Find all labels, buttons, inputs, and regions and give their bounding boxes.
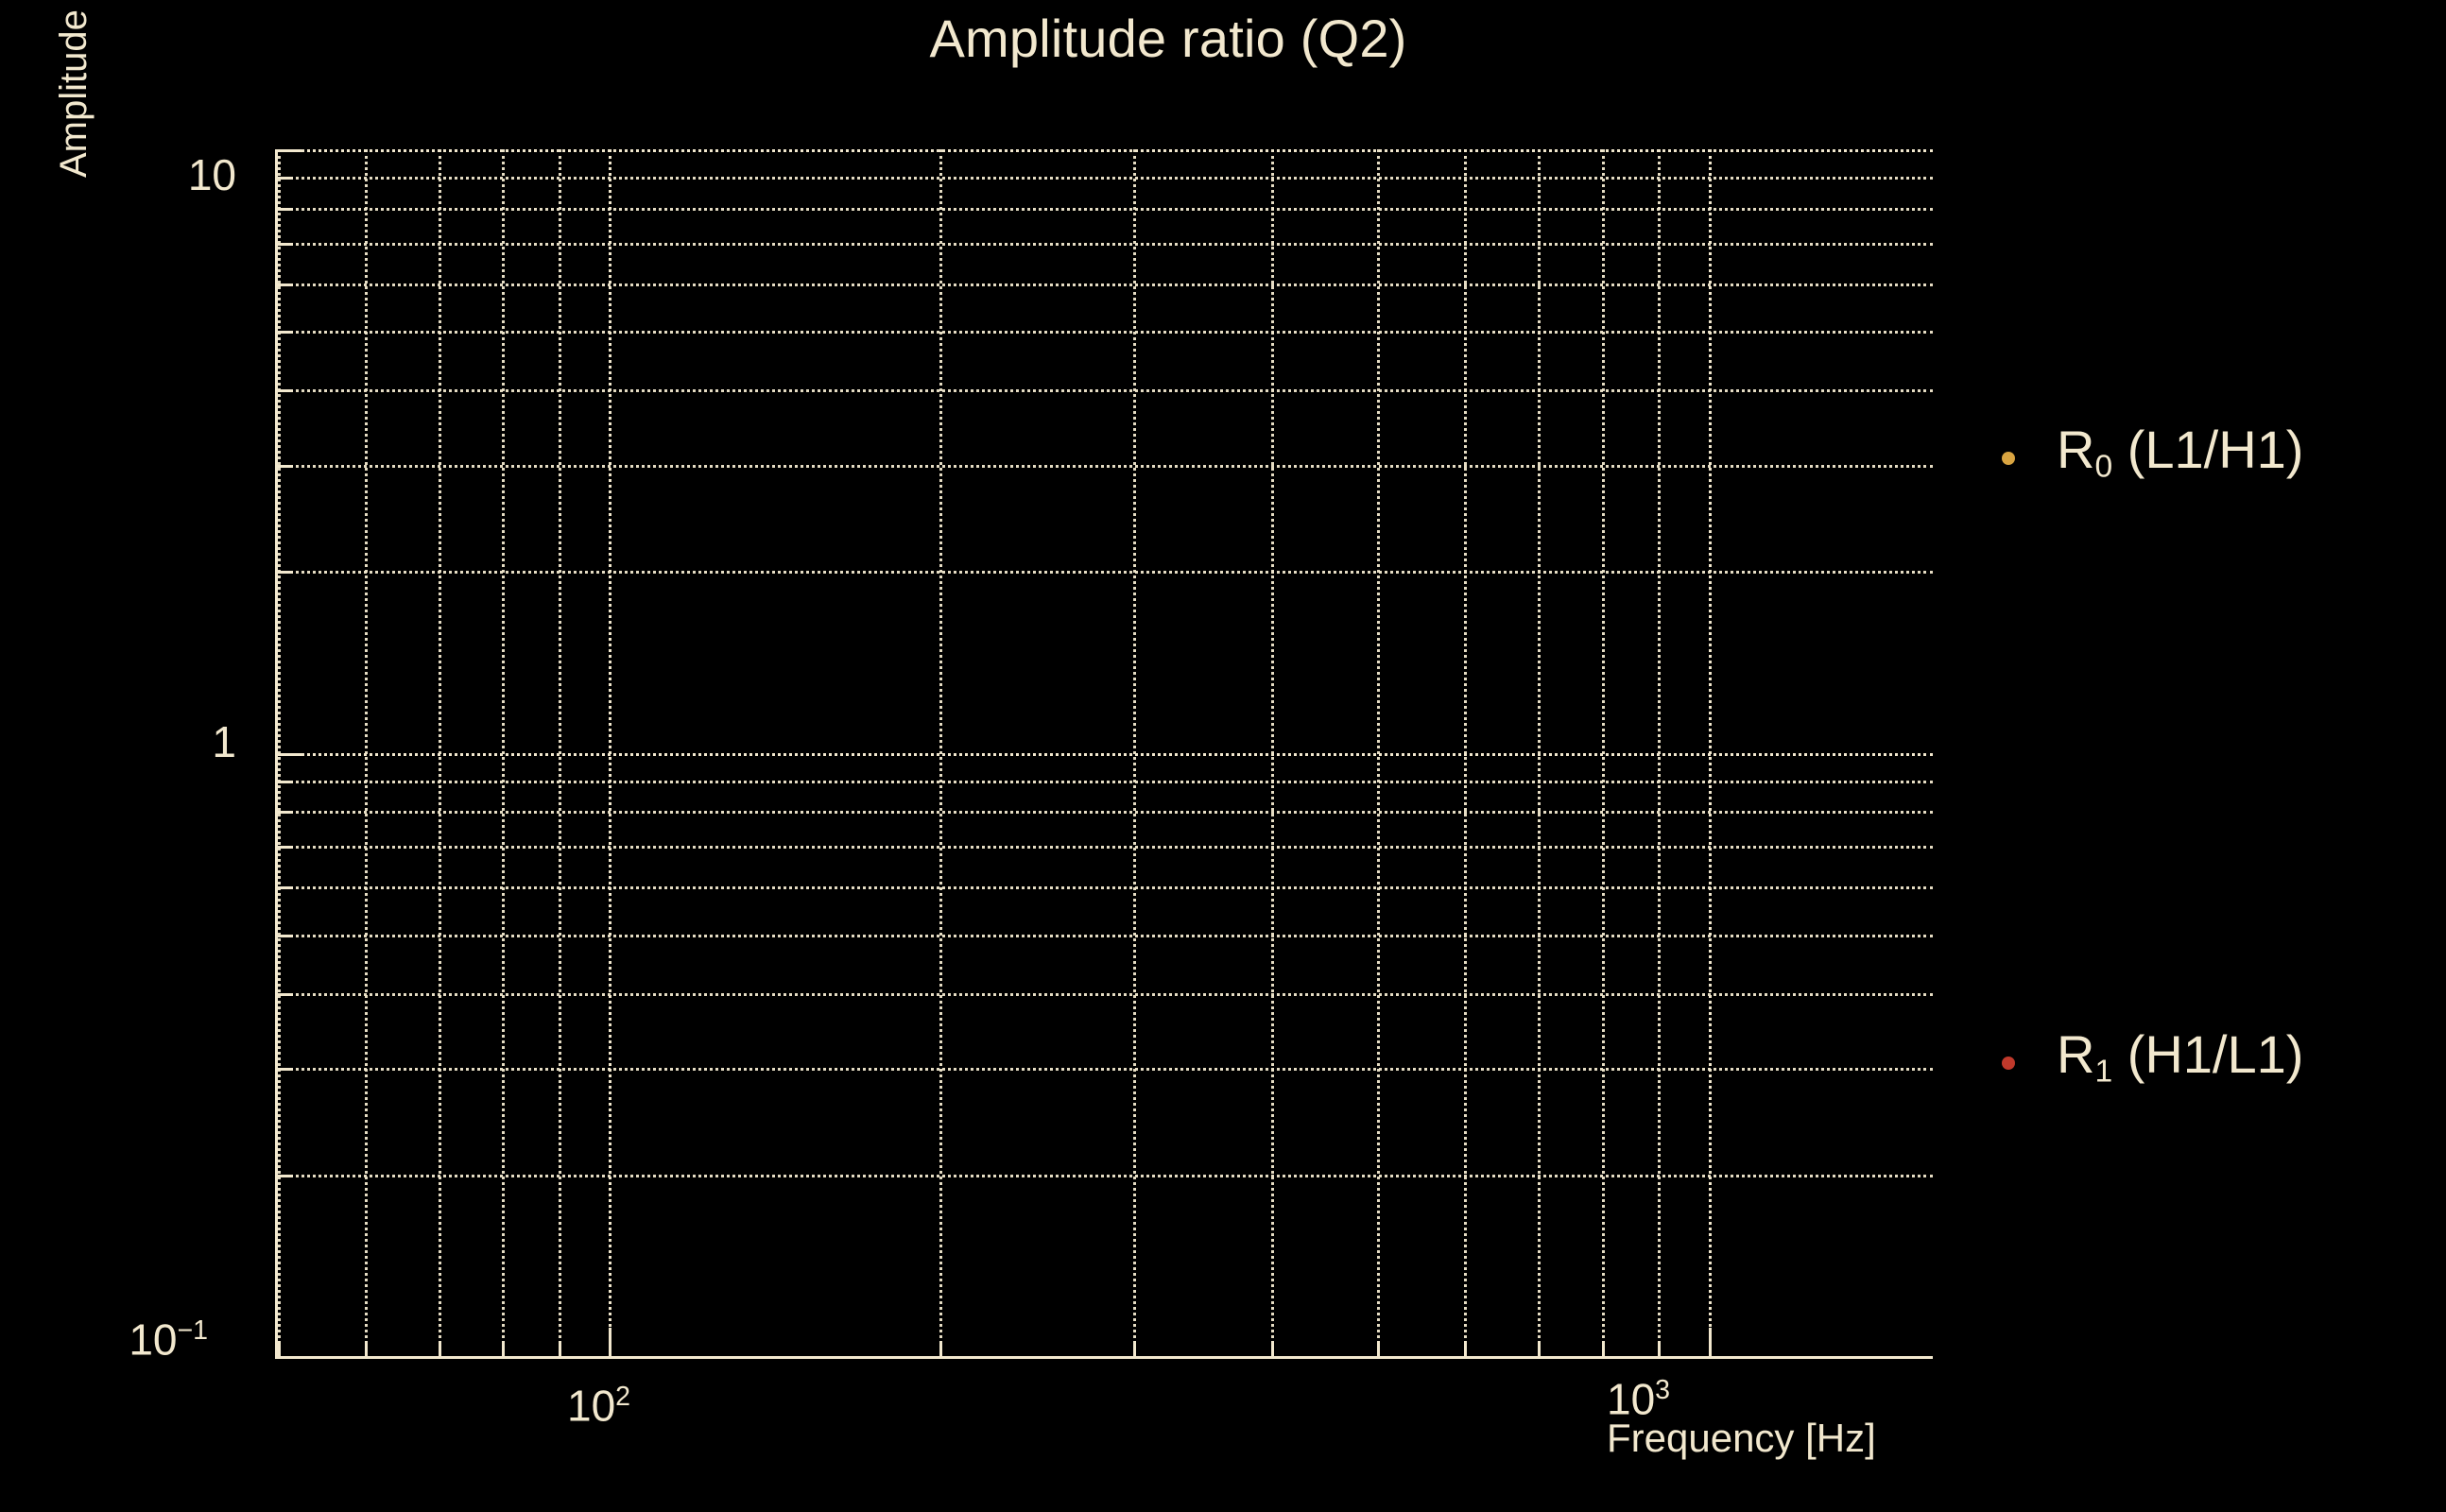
y-axis-tick: [278, 752, 304, 756]
x-tick-exponent-2: 2: [615, 1382, 631, 1412]
grid-line-vertical: [609, 149, 612, 1356]
x-axis-title: Frequency [Hz]: [1607, 1416, 1876, 1460]
legend-label-r1: R1 (H1/L1): [2057, 1023, 2304, 1090]
y-tick-label-1: 1: [212, 717, 236, 766]
grid-line-vertical: [438, 149, 441, 1356]
y-axis-tick: [278, 1068, 293, 1072]
legend-entry-r1[interactable]: R1 (H1/L1): [1985, 1021, 2303, 1106]
y-axis-tick: [278, 389, 293, 393]
grid-line-horizontal: [278, 1356, 1933, 1359]
x-axis-tick: [1538, 1341, 1542, 1356]
grid-line-horizontal: [278, 283, 1933, 286]
grid-line-horizontal: [278, 934, 1933, 937]
legend-marker-r1: [2002, 1057, 2015, 1070]
y-axis-tick: [278, 331, 293, 335]
grid-line-horizontal: [278, 886, 1933, 890]
y-axis-tick: [278, 846, 293, 850]
y-axis-tick: [278, 1356, 304, 1359]
y-axis-title: Amplitude ratio: [53, 0, 95, 178]
grid-line-horizontal: [278, 331, 1933, 335]
x-axis-tick: [278, 1341, 281, 1356]
x-axis-tick: [502, 1341, 506, 1356]
plot-area: [275, 149, 1933, 1359]
y-axis-tick: [278, 177, 293, 180]
y-axis-tick: [278, 992, 293, 996]
x-axis-tick: [1708, 1328, 1712, 1356]
grid-line-vertical: [1133, 149, 1137, 1356]
y-axis-tick: [278, 811, 293, 815]
x-tick-exponent-3: 3: [1655, 1375, 1671, 1405]
x-axis-tick: [609, 1328, 612, 1356]
grid-line-horizontal: [278, 242, 1933, 246]
y-axis-tick: [278, 242, 293, 246]
grid-line-vertical: [502, 149, 506, 1356]
grid-line-horizontal: [278, 1068, 1933, 1072]
grid-line-horizontal: [278, 177, 1933, 180]
x-axis-tick: [438, 1341, 441, 1356]
grid-line-horizontal: [278, 1174, 1933, 1177]
y-axis-tick: [278, 207, 293, 211]
grid-line-vertical: [1270, 149, 1274, 1356]
legend-entry-r0[interactable]: R0 (L1/H1): [1985, 416, 2303, 501]
y-axis-tick: [278, 886, 293, 890]
y-axis-tick: [278, 464, 293, 468]
x-axis-tick: [1270, 1341, 1274, 1356]
grid-line-vertical: [1464, 149, 1468, 1356]
grid-line-vertical: [1538, 149, 1542, 1356]
legend-label-r0: R0 (L1/H1): [2057, 419, 2304, 485]
x-axis-tick: [1133, 1341, 1137, 1356]
y-axis-tick: [278, 1174, 293, 1177]
grid-line-horizontal: [278, 464, 1933, 468]
x-tick-label-1000: 103: [1607, 1374, 1671, 1424]
x-axis-tick: [365, 1341, 369, 1356]
x-axis-tick: [939, 1341, 943, 1356]
grid-line-vertical: [1377, 149, 1381, 1356]
grid-line-horizontal: [278, 752, 1933, 756]
grid-line-vertical: [1658, 149, 1662, 1356]
y-axis-tick: [278, 283, 293, 286]
grid-line-horizontal: [278, 780, 1933, 783]
chart-title-text: Amplitude ratio (Q2): [929, 9, 1407, 68]
grid-line-horizontal: [278, 571, 1933, 575]
grid-line-vertical: [1601, 149, 1605, 1356]
grid-line-horizontal: [278, 846, 1933, 850]
x-axis-tick: [1601, 1341, 1605, 1356]
grid-line-horizontal: [278, 992, 1933, 996]
y-tick-exponent: −1: [177, 1315, 208, 1346]
y-axis-tick: [278, 571, 293, 575]
grid-line-vertical: [1708, 149, 1712, 1356]
y-axis-tick: [278, 934, 293, 937]
y-tick-label-10: 10: [187, 150, 236, 199]
grid-line-horizontal: [278, 207, 1933, 211]
grid-line-vertical: [365, 149, 369, 1356]
y-axis-tick: [278, 780, 293, 783]
chart-title: Amplitude ratio (Q2): [0, 9, 2446, 68]
x-axis-tick: [1658, 1341, 1662, 1356]
grid-line-vertical: [939, 149, 943, 1356]
x-axis-tick: [558, 1341, 561, 1356]
y-tick-label-0p1: 10−1: [129, 1314, 208, 1365]
grid-line-vertical: [558, 149, 561, 1356]
legend-marker-r0: [2002, 452, 2015, 465]
grid-line-horizontal: [278, 811, 1933, 815]
x-axis-tick: [1464, 1341, 1468, 1356]
x-tick-label-100: 102: [567, 1381, 631, 1431]
x-axis-tick: [1377, 1341, 1381, 1356]
grid-line-horizontal: [278, 389, 1933, 393]
y-axis-tick: [278, 149, 304, 152]
grid-line-horizontal: [278, 149, 1933, 152]
